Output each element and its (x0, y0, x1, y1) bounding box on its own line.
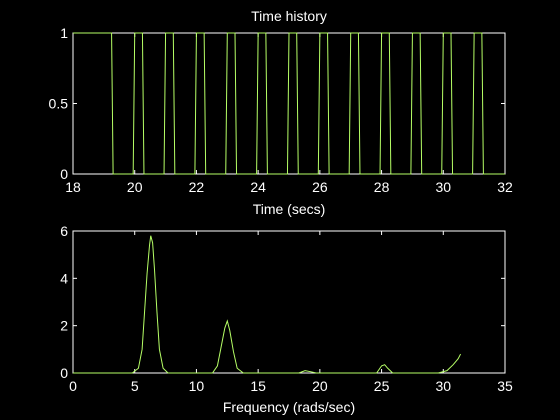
frequency-xtick-label: 0 (69, 378, 77, 394)
frequency-ytick-label: 2 (60, 318, 68, 334)
frequency-series (73, 235, 462, 374)
frequency-ticks: 0 5 10 15 20 25 30 35 0 2 4 6 (60, 223, 513, 394)
frequency-ytick-label: 6 (60, 223, 68, 239)
frequency-xtick-label: 25 (374, 378, 390, 394)
time-history-xtick-label: 18 (65, 179, 81, 195)
time-history-xtick-label: 26 (312, 179, 328, 195)
time-history-xtick-label: 22 (189, 179, 205, 195)
time-history-ytick-label: 0 (60, 166, 68, 182)
time-history-ytick-label: 0.5 (49, 96, 69, 112)
time-history-series (73, 32, 505, 175)
time-history-xtick-label: 20 (127, 179, 143, 195)
frequency-xtick-label: 35 (497, 378, 513, 394)
frequency-xtick-label: 10 (189, 378, 205, 394)
time-history-xtick-label: 30 (435, 179, 451, 195)
time-history-xlabel: Time (secs) (253, 201, 326, 217)
frequency-series-line (73, 235, 462, 374)
time-history-chart: Time history Time (secs) 18 20 22 24 26 28 30 3… (49, 8, 513, 217)
frequency-chart: Frequency (rads/sec) 0 5 10 15 20 25 30 35 0 2 4 6 (60, 223, 513, 415)
frequency-ytick-label: 4 (60, 270, 68, 286)
time-history-xtick-label: 24 (250, 179, 266, 195)
time-history-ticks: 18 20 22 24 26 28 30 32 0 0.5 1 (49, 25, 513, 195)
frequency-xlabel: Frequency (rads/sec) (223, 399, 355, 415)
time-history-ytick-label: 1 (60, 25, 68, 41)
frequency-xtick-label: 15 (250, 378, 266, 394)
time-history-series-line (73, 32, 505, 175)
time-history-title: Time history (251, 8, 327, 24)
time-history-xtick-label: 28 (374, 179, 390, 195)
frequency-xtick-label: 5 (131, 378, 139, 394)
frequency-xtick-label: 20 (312, 378, 328, 394)
frequency-axes-frame (72, 230, 506, 374)
frequency-xtick-label: 30 (435, 378, 451, 394)
time-history-xtick-label: 32 (497, 179, 513, 195)
frequency-ytick-label: 0 (60, 365, 68, 381)
